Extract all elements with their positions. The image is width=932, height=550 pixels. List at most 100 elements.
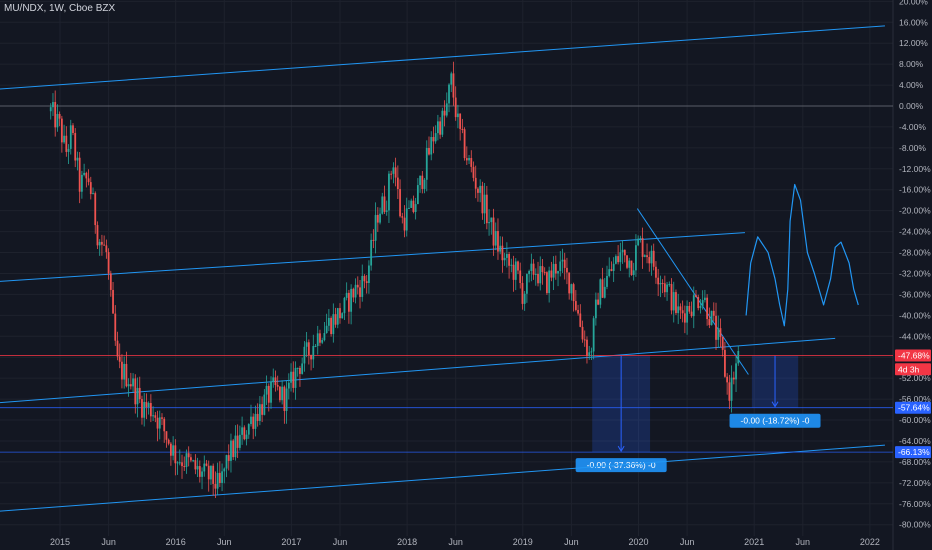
candle-body — [416, 185, 419, 205]
candle-body — [69, 125, 72, 149]
candle-body — [230, 440, 232, 461]
candle-body — [497, 231, 499, 252]
candle-body — [483, 194, 486, 214]
price-tag-label: -66.13% — [898, 447, 930, 457]
candle-body — [588, 352, 591, 356]
candle-body — [517, 261, 519, 271]
arrow-head-icon — [771, 401, 779, 408]
candle-body — [169, 443, 172, 456]
x-tick-label: 2021 — [744, 537, 764, 547]
candle-body — [639, 238, 642, 240]
candle-body — [514, 261, 517, 280]
candle-body — [368, 265, 370, 284]
candle-body — [683, 313, 686, 323]
candle-body — [276, 385, 279, 387]
candle-body — [628, 260, 631, 268]
candle-body — [561, 259, 564, 262]
candle-body — [717, 328, 720, 340]
candle-body — [546, 272, 548, 294]
candle-body — [537, 273, 539, 284]
candle-body — [554, 263, 557, 274]
trendline[interactable] — [0, 337, 836, 407]
brush-drawing[interactable] — [745, 183, 859, 327]
candle-body — [285, 388, 288, 411]
y-tick-label: -68.00% — [899, 457, 931, 467]
brush-stroke[interactable] — [745, 183, 859, 327]
candle-body — [606, 275, 608, 287]
candle-body — [428, 147, 430, 155]
candle-body — [470, 158, 473, 167]
candle-body — [465, 158, 468, 161]
candle-body — [737, 351, 740, 364]
x-tick-label: 2016 — [166, 537, 186, 547]
price-tags: -47.68% 4d 3h -57.64% -66.13% — [895, 349, 931, 459]
candle-body — [263, 394, 266, 415]
x-tick-label: Jun — [101, 537, 116, 547]
candle-body — [132, 378, 134, 387]
candle-body — [623, 249, 626, 256]
candle-body — [376, 214, 379, 223]
candle-body — [256, 413, 259, 421]
candle-body — [381, 196, 384, 214]
candle-body — [675, 292, 677, 314]
time-axis[interactable]: 2015 Jun 2016 Jun 2017 Jun 2018 Jun 2019 Jun 2020 J… — [50, 537, 880, 547]
candle-body — [60, 118, 63, 143]
candle-body — [457, 113, 459, 118]
candle-body — [141, 399, 143, 418]
y-tick-label: 12.00% — [899, 38, 928, 48]
candle-body — [352, 288, 355, 298]
candle-body — [270, 381, 272, 403]
candle-body — [626, 255, 628, 268]
candle-body — [390, 173, 393, 175]
candle-body — [290, 371, 292, 383]
candle-body — [123, 363, 126, 380]
candle-body — [443, 110, 446, 116]
candle-body — [178, 462, 181, 464]
candle-body — [690, 311, 693, 317]
candle-body — [408, 207, 410, 209]
candle-body — [341, 313, 344, 319]
x-tick-label: 2018 — [397, 537, 417, 547]
candle-body — [657, 277, 660, 285]
candle-body — [154, 415, 157, 418]
candle-body — [190, 457, 192, 461]
candle-body — [468, 158, 470, 161]
candle-body — [494, 231, 497, 246]
candle-body — [58, 113, 61, 119]
candle-body — [439, 121, 442, 135]
candle-body — [523, 293, 526, 304]
x-tick-label: Jun — [564, 537, 579, 547]
candle-body — [619, 252, 622, 263]
candle-body — [650, 250, 653, 264]
candle-body — [632, 270, 635, 275]
candle-body — [679, 306, 682, 311]
candle-body — [528, 271, 531, 275]
candle-body — [121, 361, 123, 380]
candle-body — [85, 172, 88, 179]
candle-body — [147, 403, 150, 408]
candle-body — [174, 445, 177, 464]
trendline[interactable] — [0, 232, 745, 285]
candle-body — [323, 333, 326, 341]
candle-body — [659, 282, 662, 285]
candle-body — [163, 418, 166, 432]
candle-body — [254, 413, 257, 429]
candle-body — [454, 97, 457, 118]
candle-body — [574, 301, 577, 310]
candle-body — [107, 252, 110, 274]
candle-body — [388, 173, 390, 211]
candle-body — [312, 346, 315, 360]
price-tag-box — [895, 349, 931, 362]
measure-tools[interactable]: -0.00 (-37.36%) -0-0.00 (-18.72%) -0 — [575, 355, 821, 473]
trendline[interactable] — [636, 208, 749, 375]
candle-body — [56, 113, 59, 128]
y-tick-label: -60.00% — [899, 415, 931, 425]
price-axis[interactable]: 20.00% 16.00% 12.00% 8.00% 4.00% 0.00% -4.00% -… — [899, 0, 931, 530]
candle-body — [399, 189, 401, 217]
trendline[interactable] — [0, 444, 885, 515]
trendline[interactable] — [0, 25, 885, 93]
candle-body — [543, 272, 546, 274]
candle-body — [221, 471, 223, 483]
candle-body — [94, 193, 97, 226]
